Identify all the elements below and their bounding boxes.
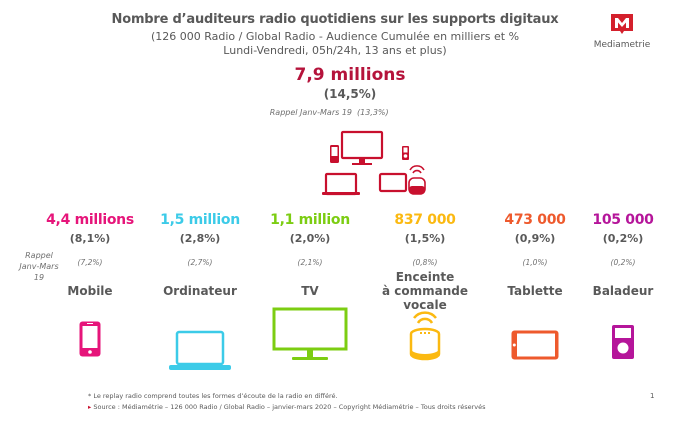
support-pct: (0,2%) xyxy=(602,232,644,245)
support-name-line-1: Enceinte xyxy=(395,270,455,284)
support-pct: (2,0%) xyxy=(289,232,331,245)
support-name-line-2: à commande vocale xyxy=(381,284,468,312)
support-pct: (8,1%) xyxy=(69,232,111,245)
support-pct: (0,9%) xyxy=(514,232,556,245)
support-mobile: 4,4 millions (8,1%) (7,2%) Mobile xyxy=(35,212,145,357)
support-ordinateur: 1,5 million (2,8%) (2,7%) Ordinateur xyxy=(145,212,255,370)
all-devices-icon xyxy=(322,130,426,196)
recall-side-line-2: Janv-Mars 19 xyxy=(19,262,59,282)
recall-side-line-1: Rappel xyxy=(25,251,53,260)
total-recall-value: (13,3%) xyxy=(357,108,389,117)
support-tablette: 473 000 (0,9%) (1,0%) Tablette xyxy=(480,212,590,360)
support-name: Baladeur xyxy=(592,284,654,298)
footnote-replay: * Le replay radio comprend toutes les fo… xyxy=(88,392,338,400)
support-name: TV xyxy=(301,284,319,298)
support-value: 1,5 million xyxy=(160,212,240,228)
subtitle-line-2: Lundi-Vendredi, 05h/24h, 13 ans et plus) xyxy=(223,44,447,57)
support-value: 837 000 xyxy=(394,212,456,228)
support-pct: (2,8%) xyxy=(179,232,221,245)
support-name: Ordinateur xyxy=(163,284,237,298)
subtitle-line-1: (126 000 Radio / Global Radio - Audience… xyxy=(150,30,520,43)
support-recall: (7,2%) xyxy=(77,258,103,267)
laptop-icon xyxy=(145,330,255,372)
tv-icon xyxy=(255,307,365,363)
support-value: 4,4 millions xyxy=(46,212,134,228)
music-player-icon xyxy=(568,324,678,360)
support-value: 473 000 xyxy=(504,212,566,228)
tablet-icon xyxy=(480,329,590,361)
page-title: Nombre d’auditeurs radio quotidiens sur … xyxy=(111,12,559,27)
mediametrie-m-icon xyxy=(611,14,633,34)
footnote-source: ▸ Source : Médiamétrie – 126 000 Radio /… xyxy=(88,403,486,411)
support-value: 1,1 million xyxy=(270,212,350,228)
support-enceinte: 837 000 (1,5%) (0,8%) Enceinte à command… xyxy=(370,212,480,361)
page-subtitle: (126 000 Radio / Global Radio - Audience… xyxy=(100,30,570,58)
logo-text: Mediametrie xyxy=(593,40,651,50)
total-listeners-value: 7,9 millions xyxy=(294,65,406,85)
support-recall: (0,8%) xyxy=(412,258,438,267)
source-text: Source : Médiamétrie – 126 000 Radio / G… xyxy=(93,403,486,411)
support-tv: 1,1 million (2,0%) (2,1%) TV xyxy=(255,212,365,360)
support-recall: (0,2%) xyxy=(610,258,636,267)
total-recall-label: Rappel Janv-Mars 19 xyxy=(269,108,352,117)
recall-side-label: Rappel Janv-Mars 19 xyxy=(14,250,64,283)
total-listeners-pct: (14,5%) xyxy=(323,87,377,101)
bullet-arrow-icon: ▸ xyxy=(88,403,92,411)
mediametrie-logo: Mediametrie xyxy=(592,14,652,50)
smartphone-icon xyxy=(35,320,145,358)
page-number: 1 xyxy=(650,392,655,400)
support-recall: (2,1%) xyxy=(297,258,323,267)
support-name: Mobile xyxy=(67,284,113,298)
support-baladeur: 105 000 (0,2%) (0,2%) Baladeur xyxy=(568,212,678,359)
smart-speaker-icon xyxy=(370,307,480,363)
support-pct: (1,5%) xyxy=(404,232,446,245)
support-recall: (1,0%) xyxy=(522,258,548,267)
support-value: 105 000 xyxy=(592,212,654,228)
support-recall: (2,7%) xyxy=(187,258,213,267)
support-name: Tablette xyxy=(507,284,563,298)
